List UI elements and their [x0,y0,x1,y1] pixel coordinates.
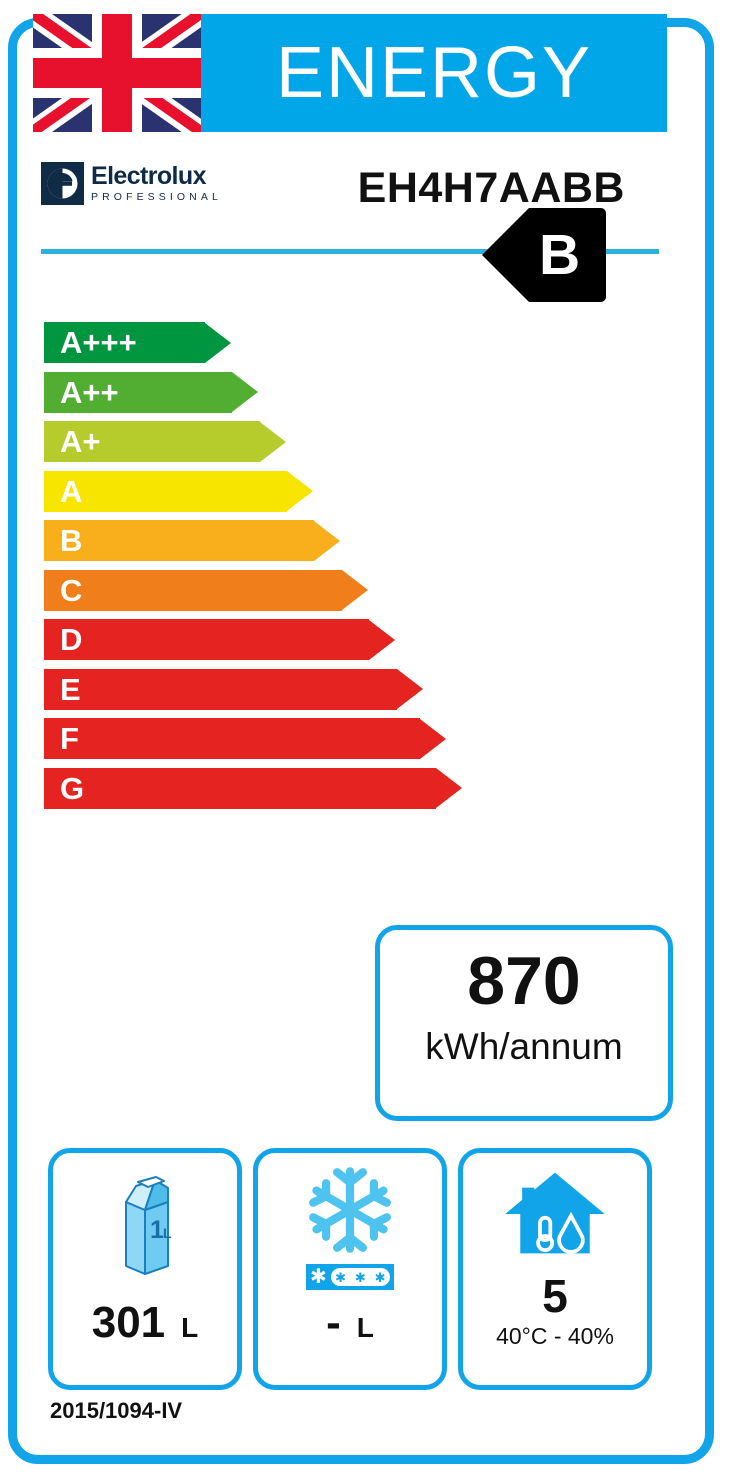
arrow-tip [341,570,368,610]
energy-title-banner: ENERGY [201,14,667,132]
arrow-tip [287,471,314,511]
arrow-tip [396,669,423,709]
arrow-body: D [44,619,370,660]
energy-class-label: C [60,572,83,608]
energy-class-row: E [33,668,667,719]
fridge-volume-box: 1 L 301 L [48,1148,242,1390]
energy-class-row: A+++ [33,322,667,372]
four-star-freezer-icon: ✱ ✱ ✱ ✱ [306,1264,394,1290]
fridge-volume-unit: L [181,1312,199,1343]
rating-arrow: B [482,208,607,302]
annual-energy-value: 870 [467,943,581,1019]
label-header: ENERGY [33,14,667,132]
energy-class-row: A++ [33,371,667,422]
energy-class-row: G [33,767,667,818]
energy-class-arrow-D: D [44,619,396,660]
climate-class-condition: 40°C - 40% [496,1323,614,1349]
freezer-star-group: ✱ ✱ ✱ [330,1268,390,1286]
freezer-volume-box: ✱ ✱ ✱ ✱ - L [253,1148,447,1390]
energy-class-row: F [33,718,667,768]
arrow-tip [436,768,462,808]
rating-arrow-body: B [529,208,607,302]
energy-class-row: A+ [33,421,667,471]
energy-class-label: A [60,473,83,509]
arrow-body: A+++ [44,322,205,363]
energy-class-arrow-App: A++ [44,371,259,413]
energy-class-label: B [60,523,83,558]
freezer-volume-value: - [326,1298,341,1347]
brand-logo: Electrolux PROFESSIONAL [41,162,222,205]
energy-class-arrow-G: G [44,767,462,809]
snowflake-icon-area: ✱ ✱ ✱ ✱ [258,1153,442,1301]
climate-class-box: 5 40°C - 40% [458,1148,652,1390]
arrow-tip [232,372,259,412]
header-divider [41,249,659,254]
arrow-body: C [44,569,342,611]
energy-class-label: F [60,721,79,756]
climate-class-value: 5 [542,1270,568,1322]
energy-class-row: A [33,470,667,521]
arrow-tip [369,619,396,660]
model-name: EH4H7AABB [357,164,625,212]
energy-class-row: B [33,520,667,570]
annual-energy-unit: kWh/annum [425,1026,623,1068]
freezer-volume-unit: L [356,1312,374,1343]
arrow-tip [314,520,341,561]
energy-class-arrow-B: B [44,520,341,561]
brand-subtitle: PROFESSIONAL [91,191,222,204]
arrow-body: A [44,470,288,512]
energy-class-arrow-E: E [44,668,423,710]
energy-class-scale: A+++ A++ A+ A B C D E F G [33,322,667,817]
arrow-body: A+ [44,421,260,462]
energy-class-label: D [60,622,83,657]
energy-class-label: A+++ [60,325,137,360]
energy-class-arrow-F: F [44,718,447,759]
energy-class-arrow-Appp: A+++ [44,322,231,363]
energy-class-row: C [33,569,667,620]
electrolux-logo-icon [41,162,84,205]
fridge-volume-value: 301 [91,1298,166,1347]
energy-class-arrow-C: C [44,569,368,611]
arrow-tip [420,718,447,759]
svg-text:L: L [163,1225,172,1241]
brand-name: Electrolux [91,162,206,191]
rating-class-label: B [539,222,581,287]
milk-carton-icon: 1 L [53,1153,237,1301]
arrow-tip [204,322,231,363]
energy-class-label: A+ [60,424,101,459]
regulation-reference: 2015/1094-IV [50,1398,183,1423]
page-title: ENERGY [275,33,593,113]
freezer-volume-value-row: - L [258,1301,442,1345]
energy-class-row: D [33,619,667,669]
arrow-body: F [44,718,421,759]
annual-energy-box: 870 kWh/annum [375,925,673,1121]
snowflake-icon [309,1167,391,1253]
energy-class-arrow-Ap: A+ [44,421,286,462]
freezer-star-single: ✱ [310,1266,327,1288]
energy-class-label: A++ [60,374,119,410]
energy-class-label: E [60,671,81,707]
house-climate-icon [463,1153,647,1273]
arrow-body: E [44,668,397,710]
arrow-body: B [44,520,315,561]
brand-row: Electrolux PROFESSIONAL EH4H7AABB [33,150,667,240]
fridge-volume-value-row: 301 L [53,1301,237,1345]
uk-flag-icon [33,14,201,132]
arrow-body: G [44,767,436,809]
arrow-tip [259,421,286,462]
svg-text:1: 1 [150,1216,164,1244]
arrow-body: A++ [44,371,233,413]
rating-arrow-tip [482,208,529,302]
energy-class-label: G [60,770,85,806]
energy-class-arrow-A: A [44,470,314,512]
spec-boxes: 1 L 301 L [48,1148,682,1390]
